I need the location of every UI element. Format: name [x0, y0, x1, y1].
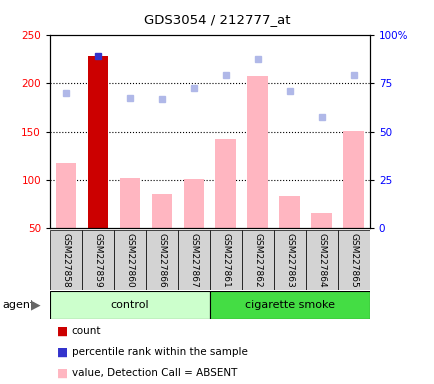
Text: count: count	[72, 326, 101, 336]
Bar	[146, 230, 178, 290]
Text: GSM227863: GSM227863	[285, 233, 294, 288]
Bar	[209, 230, 241, 290]
Bar	[114, 230, 146, 290]
Text: cigarette smoke: cigarette smoke	[244, 300, 334, 310]
Bar	[305, 230, 337, 290]
Text: GSM227861: GSM227861	[221, 233, 230, 288]
Text: agent: agent	[2, 300, 34, 310]
Bar	[183, 179, 204, 228]
Text: GSM227865: GSM227865	[349, 233, 358, 288]
Text: ■: ■	[56, 367, 68, 380]
Bar	[119, 178, 140, 228]
Text: ■: ■	[56, 324, 68, 338]
Bar	[151, 194, 172, 228]
Text: GSM227867: GSM227867	[189, 233, 198, 288]
Bar	[82, 230, 114, 290]
Text: GSM227864: GSM227864	[316, 233, 326, 288]
Text: value, Detection Call = ABSENT: value, Detection Call = ABSENT	[72, 368, 237, 378]
Bar	[50, 230, 82, 290]
Bar	[337, 230, 369, 290]
Bar	[273, 230, 305, 290]
Text: control: control	[110, 300, 149, 310]
Text: GDS3054 / 212777_at: GDS3054 / 212777_at	[144, 13, 290, 26]
Bar	[178, 230, 209, 290]
Text: ▶: ▶	[31, 299, 41, 311]
Bar	[247, 76, 268, 228]
Bar	[241, 230, 273, 290]
Bar	[56, 162, 76, 228]
Bar	[215, 139, 236, 228]
Bar	[279, 197, 299, 228]
Bar	[342, 131, 363, 228]
Text: GSM227866: GSM227866	[157, 233, 166, 288]
Text: percentile rank within the sample: percentile rank within the sample	[72, 347, 247, 357]
Text: GSM227858: GSM227858	[61, 233, 70, 288]
Text: GSM227859: GSM227859	[93, 233, 102, 288]
Bar	[209, 291, 369, 319]
Text: GSM227860: GSM227860	[125, 233, 134, 288]
Bar	[87, 56, 108, 228]
Bar	[311, 213, 332, 228]
Text: GSM227862: GSM227862	[253, 233, 262, 288]
Bar	[50, 291, 210, 319]
Text: ■: ■	[56, 346, 68, 359]
